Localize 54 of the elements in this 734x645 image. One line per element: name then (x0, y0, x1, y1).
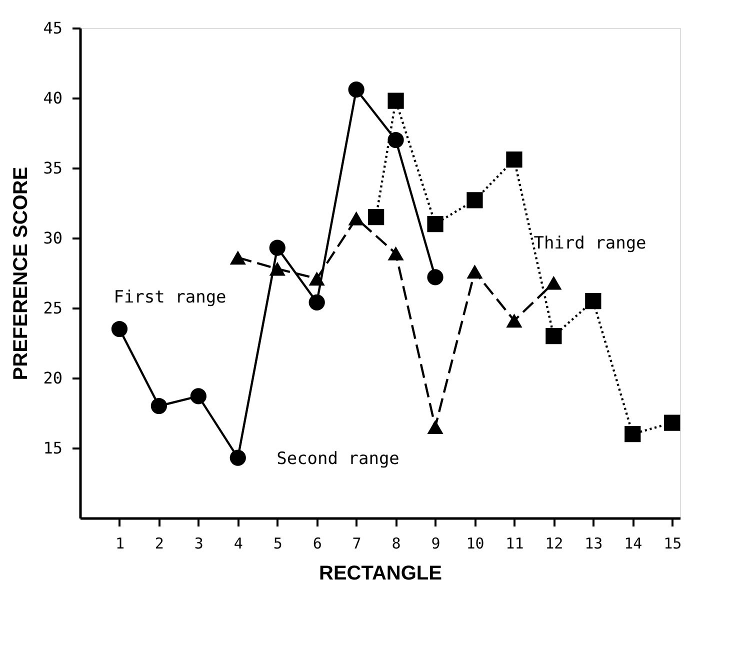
point (585, 292, 602, 310)
x-tick-label: 4 (234, 534, 243, 552)
y-tick-label: 25 (43, 298, 62, 318)
y-tick-label: 20 (43, 368, 62, 388)
x-tick-label: 8 (392, 534, 401, 552)
point (368, 208, 384, 226)
annotation: Second range (276, 449, 400, 470)
point (388, 132, 404, 148)
point (348, 211, 364, 226)
x-tick-label: 9 (431, 534, 440, 552)
x-tick-label: 7 (352, 534, 362, 552)
point (150, 398, 168, 414)
point (348, 82, 364, 98)
point (269, 262, 286, 276)
point (427, 216, 444, 232)
x-tick-label: 15 (664, 534, 682, 552)
x-tick-label: 10 (466, 534, 484, 552)
point (466, 192, 483, 208)
annotation: First range (114, 288, 226, 308)
point (624, 426, 641, 442)
point (506, 152, 522, 168)
x-tick-label: 14 (624, 534, 642, 552)
point (388, 246, 404, 260)
x-tick-label: 5 (273, 534, 282, 552)
point (427, 420, 444, 434)
x-axis-title: RECTANGLE (319, 562, 442, 584)
point (546, 276, 562, 290)
x-tick-label: 11 (506, 534, 524, 552)
point (190, 388, 206, 404)
point (230, 450, 246, 466)
point (111, 320, 128, 338)
annotation: Third range (534, 234, 646, 254)
y-tick-label: 35 (43, 158, 62, 178)
x-tick-label: 12 (545, 534, 564, 552)
point (664, 414, 680, 431)
x-tick-label: 3 (194, 534, 204, 552)
point (427, 269, 444, 286)
point (388, 92, 404, 109)
y-tick-label: 30 (43, 228, 62, 248)
point (269, 240, 286, 256)
x-tick-label: 2 (154, 534, 164, 552)
y-axis-title: PREFERENCE SCORE (10, 166, 32, 380)
x-tick-label: 1 (115, 534, 124, 552)
y-tick-label: 15 (43, 438, 62, 458)
point (230, 250, 246, 265)
point (466, 264, 483, 279)
point (546, 328, 562, 344)
y-tick-label: 40 (43, 88, 62, 108)
point (308, 272, 325, 286)
x-tick-label: 6 (312, 534, 322, 552)
point (506, 314, 522, 328)
x-tick-label: 13 (584, 534, 603, 552)
point (308, 294, 325, 310)
y-tick-label: 45 (43, 18, 62, 38)
